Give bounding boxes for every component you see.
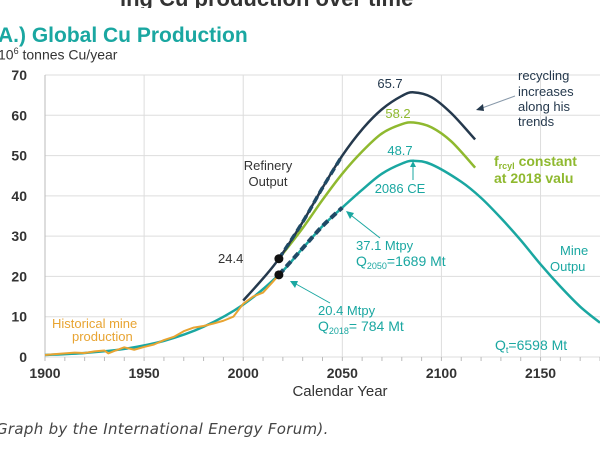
label-peak-dark: 65.7 xyxy=(377,76,402,91)
y-unit-suffix: tonnes Cu/year xyxy=(18,46,118,63)
qt-rest: =6598 Mt xyxy=(508,337,567,353)
arrowhead-peak-year xyxy=(410,161,416,167)
label-q2050-2: Q2050=1689 Mt xyxy=(356,253,446,271)
label-refinery-2: Output xyxy=(248,174,287,189)
figure-caption: Graph by the International Energy Forum)… xyxy=(0,420,329,438)
arrowhead-q2050 xyxy=(346,211,354,219)
label-mine-1: Mine xyxy=(560,243,588,258)
series-refinery-frcyl xyxy=(277,121,477,260)
x-tick-label: 1950 xyxy=(129,365,160,381)
label-peak-teal: 48.7 xyxy=(387,143,412,158)
label-q2018-2: Q2018= 784 Mt xyxy=(318,318,404,336)
chart-title: A.) Global Cu Production xyxy=(0,24,248,47)
q2050-q: Q xyxy=(356,253,367,269)
grid xyxy=(44,74,600,358)
x-axis-label: Calendar Year xyxy=(292,383,387,400)
q2018-sub: 2018 xyxy=(329,326,349,336)
label-recycling-2: increases xyxy=(518,84,574,99)
y-unit-exponent: 6 xyxy=(13,46,19,56)
series-historical-mine xyxy=(44,274,280,356)
label-frcyl-2: at 2018 valu xyxy=(494,170,573,186)
label-mine-2: Outpu xyxy=(550,259,585,274)
qt-q: Q xyxy=(495,337,506,353)
label-historical-1: Historical mine xyxy=(52,316,137,331)
dashed-refinery-projection xyxy=(277,154,344,260)
chart-annotations: Calendar Year 65.7 58.2 48.7 2086 CE Ref… xyxy=(52,68,588,400)
cropped-heading-text: ing Cu production over time xyxy=(120,0,413,8)
y-tick-label: 50 xyxy=(11,148,27,164)
arrow-q2050 xyxy=(351,215,381,239)
arrow-recycling xyxy=(481,95,516,109)
label-val-2018: 24.4 xyxy=(218,251,243,266)
marker-refinery-2018 xyxy=(274,254,284,264)
x-tick-label: 2150 xyxy=(525,365,556,381)
y-axis-unit: 106 tonnes Cu/year xyxy=(0,46,117,63)
frcyl-f: f xyxy=(494,153,499,169)
axis-ticks: 0 10 20 30 40 50 60 70 1900 1950 2000 2050 2100 2150 xyxy=(11,67,600,381)
y-tick-label: 60 xyxy=(11,107,27,123)
x-tick-label: 2000 xyxy=(228,365,259,381)
q2050-sub: 2050 xyxy=(367,261,387,271)
label-peak-green: 58.2 xyxy=(385,106,410,121)
y-unit-prefix: 10 xyxy=(0,46,14,63)
label-q2050-1: 37.1 Mtpy xyxy=(356,238,414,253)
y-tick-label: 10 xyxy=(11,309,27,325)
x-tick-label: 2100 xyxy=(426,365,457,381)
y-tick-label: 40 xyxy=(11,188,27,204)
arrowhead-recycling xyxy=(476,104,484,111)
y-tick-label: 20 xyxy=(11,268,27,284)
y-tick-label: 30 xyxy=(11,228,27,244)
frcyl-sub: rcyl xyxy=(499,161,515,171)
label-q2018-1: 20.4 Mtpy xyxy=(318,303,376,318)
label-qt: Qt=6598 Mt xyxy=(495,337,567,355)
label-recycling-3: along his xyxy=(518,99,571,114)
label-recycling-4: trends xyxy=(518,114,555,129)
label-historical-2: production xyxy=(72,329,133,344)
series-lines xyxy=(44,91,600,357)
label-refinery-1: Refinery xyxy=(244,158,293,173)
arrowhead-q2018 xyxy=(290,281,298,288)
x-tick-label: 1900 xyxy=(29,365,60,381)
dashed-mine-projection xyxy=(277,206,344,277)
y-tick-label: 70 xyxy=(11,67,27,83)
series-mine-output xyxy=(44,159,600,357)
qt-sub: t xyxy=(506,345,509,355)
label-peak-year: 2086 CE xyxy=(375,181,426,196)
frcyl-rest: constant xyxy=(515,153,578,169)
label-frcyl-1: frcyl constant xyxy=(494,153,577,171)
marker-mine-2018 xyxy=(274,270,284,280)
x-tick-label: 2050 xyxy=(327,365,358,381)
cropped-heading: ing Cu production over time xyxy=(0,0,600,8)
label-recycling-1: recycling xyxy=(518,68,569,83)
q2018-q: Q xyxy=(318,318,329,334)
arrow-q2018 xyxy=(295,283,331,304)
y-tick-label: 0 xyxy=(19,349,27,365)
q2050-rest: =1689 Mt xyxy=(387,253,446,269)
series-refinery-recycling xyxy=(242,91,477,302)
q2018-rest: = 784 Mt xyxy=(349,318,404,334)
